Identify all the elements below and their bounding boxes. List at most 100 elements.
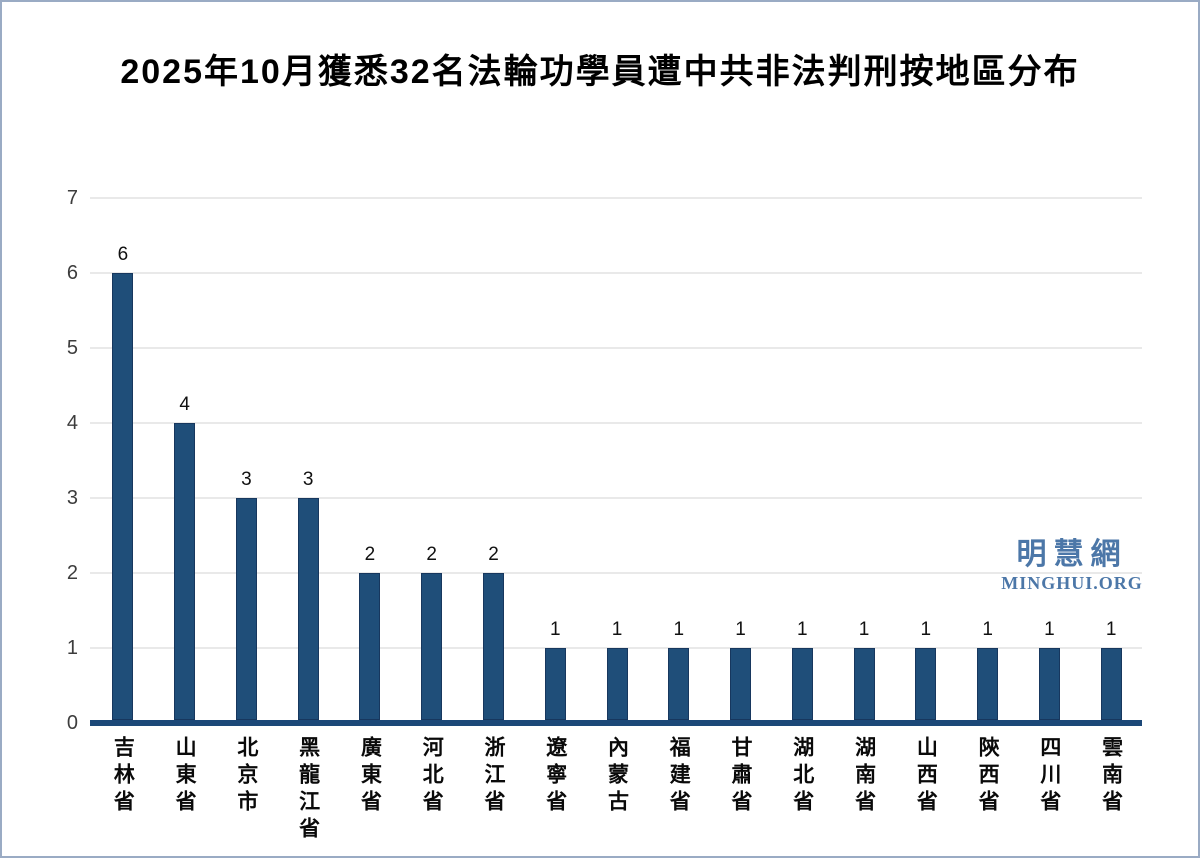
bar bbox=[977, 648, 999, 720]
chart-title: 2025年10月獲悉32名法輪功學員遭中共非法判刑按地區分布 bbox=[120, 53, 1080, 91]
x-category-label: 湖南省 bbox=[852, 736, 876, 817]
y-tick-label: 4 bbox=[66, 412, 78, 434]
y-axis: 0 1 2 3 4 5 6 7 bbox=[2, 2, 78, 856]
x-category-label: 四川省 bbox=[1037, 736, 1061, 817]
bar-value-label: 1 bbox=[797, 619, 808, 640]
x-category-label: 吉林省 bbox=[111, 736, 135, 817]
x-label-slot: 吉林省 bbox=[92, 736, 154, 856]
bar bbox=[235, 498, 257, 720]
x-category-label: 湖北省 bbox=[790, 736, 814, 817]
x-label-slot: 湖北省 bbox=[771, 736, 833, 856]
x-label-slot: 陝西省 bbox=[957, 736, 1019, 856]
x-category-label: 內蒙古 bbox=[605, 736, 629, 817]
x-label-slot: 山西省 bbox=[895, 736, 957, 856]
bar bbox=[853, 648, 875, 720]
bar-value-label: 3 bbox=[241, 469, 252, 490]
bar-slot: 3 bbox=[277, 198, 339, 720]
gridline bbox=[90, 572, 1142, 574]
y-tick-label: 0 bbox=[66, 712, 78, 734]
bar-slot: 6 bbox=[92, 198, 154, 720]
bar-value-label: 1 bbox=[982, 619, 993, 640]
bar-value-label: 1 bbox=[549, 619, 561, 640]
x-category-label: 浙江省 bbox=[481, 736, 505, 817]
bar bbox=[297, 498, 319, 720]
bar-slot: 2 bbox=[401, 198, 463, 720]
bar bbox=[112, 273, 134, 720]
x-axis-line bbox=[90, 720, 1142, 726]
bar-slot: 1 bbox=[1080, 198, 1142, 720]
x-category-label: 福建省 bbox=[667, 736, 691, 817]
bar-value-label: 2 bbox=[426, 544, 437, 565]
x-label-slot: 四川省 bbox=[1018, 736, 1080, 856]
x-category-label: 山東省 bbox=[173, 736, 197, 817]
y-tick-label: 3 bbox=[66, 487, 78, 509]
x-label-slot: 甘肅省 bbox=[710, 736, 772, 856]
bar bbox=[668, 648, 690, 720]
bar bbox=[544, 648, 566, 720]
x-category-label: 廣東省 bbox=[358, 736, 382, 817]
x-category-label: 遼寧省 bbox=[543, 736, 567, 817]
bar-value-label: 1 bbox=[611, 619, 623, 640]
bar-slot: 1 bbox=[648, 198, 710, 720]
bar bbox=[421, 573, 443, 720]
bar bbox=[606, 648, 628, 720]
bar-value-label: 1 bbox=[920, 619, 932, 640]
x-category-label: 陝西省 bbox=[976, 736, 1000, 817]
bar-value-label: 3 bbox=[302, 469, 314, 490]
y-tick-label: 1 bbox=[66, 637, 78, 659]
bar-slot: 1 bbox=[524, 198, 586, 720]
x-category-label: 北京市 bbox=[234, 736, 258, 817]
bar-slot: 1 bbox=[771, 198, 833, 720]
x-label-slot: 福建省 bbox=[648, 736, 710, 856]
x-label-slot: 黑龍江省 bbox=[277, 736, 339, 856]
x-label-slot: 湖南省 bbox=[833, 736, 895, 856]
gridline bbox=[90, 272, 1142, 274]
bar bbox=[482, 573, 504, 720]
bar-value-label: 1 bbox=[1105, 619, 1117, 640]
bar-slot: 1 bbox=[957, 198, 1019, 720]
bar bbox=[359, 573, 381, 720]
x-label-slot: 北京市 bbox=[216, 736, 278, 856]
bars-container: 6 4 3 3 2 2 2 1 bbox=[92, 198, 1142, 720]
x-label-slot: 廣東省 bbox=[339, 736, 401, 856]
bar-value-label: 6 bbox=[117, 244, 129, 265]
x-label-slot: 雲南省 bbox=[1080, 736, 1142, 856]
bar bbox=[174, 423, 196, 720]
x-category-label: 山西省 bbox=[914, 736, 938, 817]
bar bbox=[1038, 648, 1060, 720]
x-category-label: 甘肅省 bbox=[729, 736, 753, 817]
bar-slot: 4 bbox=[154, 198, 216, 720]
bar-value-label: 2 bbox=[488, 544, 499, 565]
bar-value-label: 1 bbox=[735, 619, 746, 640]
bar-slot: 3 bbox=[216, 198, 278, 720]
bar-value-label: 1 bbox=[858, 619, 870, 640]
bar-value-label: 1 bbox=[673, 619, 685, 640]
x-label-slot: 河北省 bbox=[401, 736, 463, 856]
plot-area: 6 4 3 3 2 2 2 1 bbox=[90, 197, 1142, 726]
bar-slot: 1 bbox=[710, 198, 772, 720]
x-label-slot: 遼寧省 bbox=[524, 736, 586, 856]
bar-value-label: 1 bbox=[1044, 619, 1055, 640]
y-tick-label: 6 bbox=[66, 262, 78, 284]
bar-slot: 1 bbox=[895, 198, 957, 720]
gridline bbox=[90, 347, 1142, 349]
bar-slot: 1 bbox=[833, 198, 895, 720]
bar-slot: 2 bbox=[463, 198, 525, 720]
bar-value-label: 2 bbox=[364, 544, 376, 565]
x-category-label: 黑龍江省 bbox=[296, 736, 320, 844]
bar-value-label: 4 bbox=[179, 394, 190, 415]
bar-slot: 1 bbox=[1018, 198, 1080, 720]
x-category-label: 河北省 bbox=[420, 736, 444, 817]
gridline bbox=[90, 197, 1142, 199]
watermark-latin-text: MINGHUI.ORG bbox=[1001, 573, 1143, 593]
y-tick-label: 2 bbox=[66, 562, 78, 584]
x-label-slot: 浙江省 bbox=[463, 736, 525, 856]
bar bbox=[730, 648, 752, 720]
y-tick-label: 5 bbox=[66, 337, 78, 359]
bar bbox=[915, 648, 937, 720]
watermark-cjk-text: 明慧網 bbox=[1016, 538, 1128, 571]
x-category-label: 雲南省 bbox=[1099, 736, 1123, 817]
gridline bbox=[90, 422, 1142, 424]
x-label-slot: 內蒙古 bbox=[586, 736, 648, 856]
